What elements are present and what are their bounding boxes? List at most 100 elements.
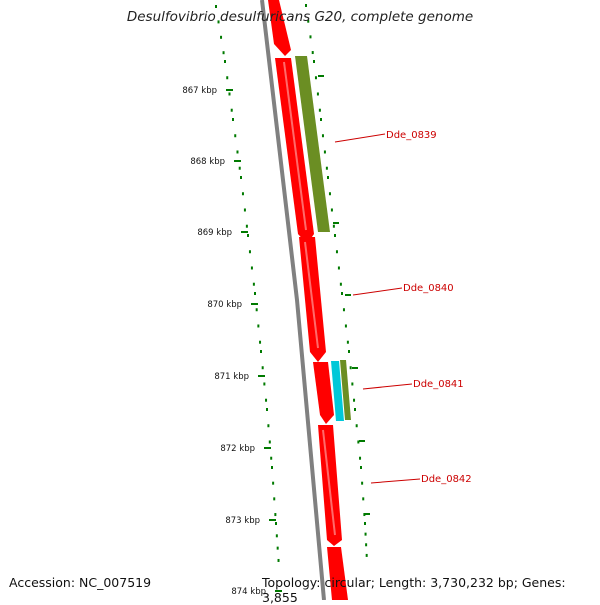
inner-tick-dot — [259, 340, 262, 344]
outer-tick-dot — [311, 51, 314, 55]
outer-tick-dot — [327, 176, 329, 179]
inner-tick-dot — [270, 456, 273, 460]
outer-tick-dot — [330, 208, 333, 212]
tick-label: 871 kbp — [214, 372, 249, 382]
gene-leader-line — [362, 383, 413, 390]
inner-tick-dot — [263, 382, 266, 386]
tick-mark — [251, 303, 258, 305]
gene-arrow — [275, 58, 314, 244]
outer-tick-dot — [365, 553, 368, 557]
outer-tick-mark — [364, 513, 370, 515]
gene-label: Dde_0842 — [421, 474, 472, 485]
outer-tick-mark — [318, 75, 324, 77]
outer-tick-dot — [360, 466, 362, 469]
tick-mark — [226, 89, 233, 91]
tick-mark — [234, 160, 241, 162]
outer-tick-dot — [335, 250, 338, 254]
inner-tick-dot — [273, 497, 276, 501]
gene-label: Dde_0840 — [403, 283, 454, 294]
inner-tick-dot — [250, 266, 253, 270]
outer-tick-dot — [316, 92, 319, 96]
tick-label: 869 kbp — [197, 228, 232, 238]
tick-label: 873 kbp — [225, 516, 260, 526]
outer-tick-dot — [320, 118, 322, 121]
outer-tick-mark — [333, 222, 339, 224]
tick-mark — [264, 447, 271, 449]
inner-tick-dot — [248, 250, 251, 254]
outer-tick-dot — [305, 4, 307, 7]
inner-tick-dot — [257, 324, 260, 328]
outer-tick-mark — [345, 294, 351, 296]
gene-arrow — [268, 0, 291, 56]
genome-summary-text: Topology: circular; Length: 3,730,232 bp… — [262, 575, 566, 605]
tick-mark — [241, 231, 248, 233]
gene-leader-line — [352, 287, 403, 296]
outer-tick-dot — [361, 481, 364, 485]
olive-feature — [295, 56, 330, 232]
outer-tick-dot — [323, 150, 326, 154]
outer-tick-dot — [346, 340, 349, 344]
outer-tick-dot — [344, 324, 347, 328]
inner-tick-dot — [247, 234, 249, 237]
inner-tick-dot — [268, 440, 271, 444]
inner-tick-dot — [261, 366, 264, 370]
outer-tick-dot — [349, 366, 352, 370]
cyan-feature — [331, 361, 344, 421]
outer-tick-mark — [352, 367, 358, 369]
outer-tick-dot — [337, 266, 340, 270]
tick-mark — [275, 590, 282, 592]
gene-highlight — [283, 61, 307, 231]
inner-tick-dot — [222, 51, 225, 55]
outer-tick-dot — [348, 350, 350, 353]
inner-tick-dot — [274, 513, 277, 517]
outer-tick-dot — [353, 398, 356, 402]
outer-tick-dot — [325, 166, 328, 170]
inner-tick-dot — [230, 108, 233, 112]
outer-tick-dot — [341, 292, 343, 295]
gene-leader-line — [334, 133, 386, 143]
outer-tick-dot — [351, 382, 354, 386]
tick-label: 868 kbp — [190, 157, 225, 167]
inner-tick-dot — [226, 76, 229, 80]
inner-tick-dot — [260, 350, 262, 353]
map-title: Desulfovibrio desulfuricans G20, complet… — [126, 9, 474, 25]
outer-tick-dot — [313, 60, 315, 63]
outer-tick-dot — [309, 35, 312, 39]
outer-tick-dot — [339, 282, 342, 286]
gene-leader-line — [370, 478, 421, 484]
outer-tick-dot — [321, 134, 324, 138]
outer-tick-dot — [364, 532, 367, 536]
gene-highlight — [304, 241, 319, 349]
tick-label: 874 kbp — [231, 587, 266, 597]
gene-arrow — [313, 362, 334, 424]
inner-tick-dot — [265, 398, 268, 402]
tick-mark — [258, 375, 265, 377]
olive-feature — [340, 360, 351, 420]
tick-label: 872 kbp — [220, 444, 255, 454]
inner-tick-dot — [255, 308, 258, 312]
outer-tick-dot — [318, 108, 321, 112]
inner-tick-dot — [232, 118, 234, 121]
genome-backbone — [260, 0, 326, 601]
outer-tick-dot — [355, 424, 358, 428]
inner-tick-dot — [220, 35, 223, 39]
gene-label: Dde_0839 — [386, 130, 437, 141]
outer-tick-dot — [354, 408, 356, 411]
inner-tick-dot — [240, 176, 242, 179]
inner-tick-dot — [215, 5, 217, 8]
outer-tick-dot — [307, 19, 310, 23]
inner-tick-dot — [238, 166, 241, 170]
inner-tick-dot — [272, 481, 275, 485]
inner-tick-dot — [277, 558, 280, 562]
inner-tick-dot — [234, 134, 237, 138]
tick-label: 867 kbp — [182, 86, 217, 96]
outer-tick-dot — [365, 543, 368, 547]
inner-tick-dot — [275, 534, 278, 538]
inner-tick-dot — [245, 224, 248, 228]
outer-tick-dot — [362, 497, 365, 501]
inner-tick-dot — [254, 292, 256, 295]
accession-text: Accession: NC_007519 — [9, 575, 152, 590]
outer-tick-dot — [334, 234, 336, 237]
